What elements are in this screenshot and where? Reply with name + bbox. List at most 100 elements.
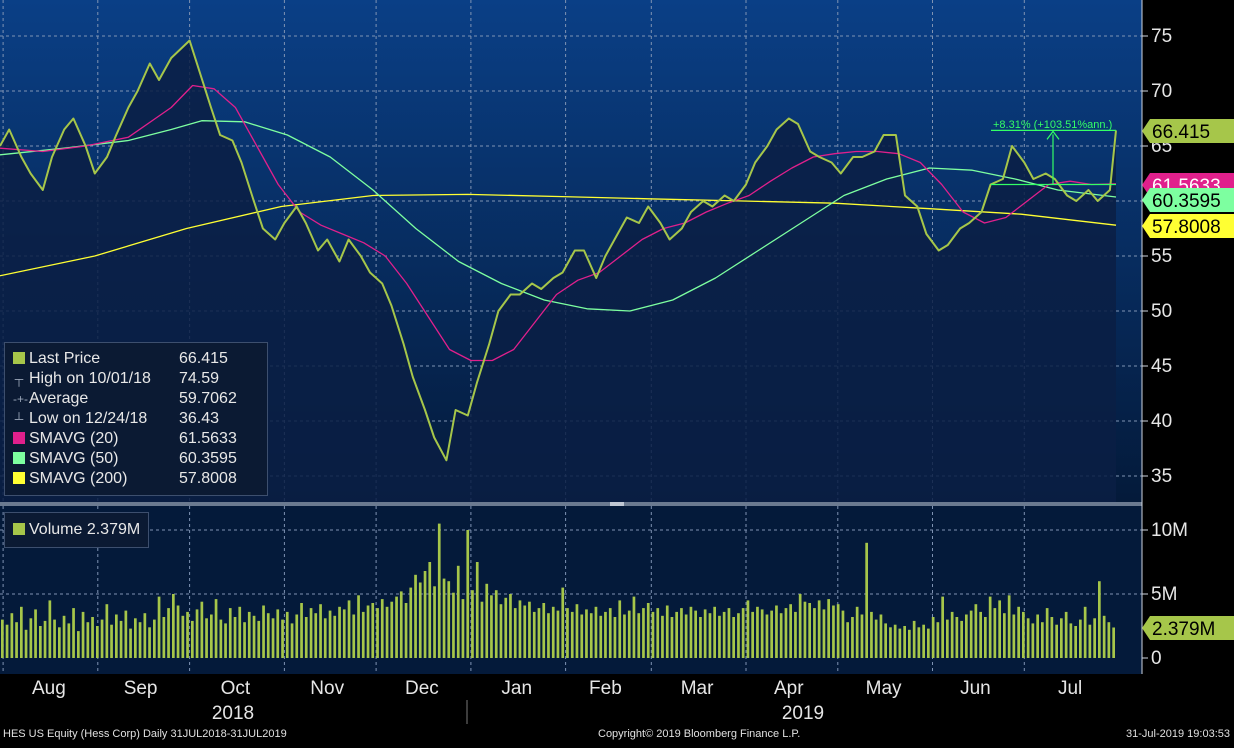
volume-bar [271, 618, 275, 658]
volume-bar [290, 623, 294, 658]
volume-legend: Volume 2.379M [4, 512, 150, 548]
high-marker-icon: ┬ [14, 372, 24, 386]
divider-handle[interactable] [610, 502, 624, 506]
volume-bar [58, 627, 61, 658]
volume-bar [770, 610, 773, 658]
volume-bar [941, 596, 944, 658]
volume-bar [490, 595, 493, 658]
volume-bar [604, 611, 607, 658]
volume-bar [955, 617, 959, 658]
volume-bar [1055, 624, 1058, 658]
volume-bar [347, 600, 351, 658]
volume-bar [661, 615, 664, 658]
volume-bar [385, 606, 389, 658]
volume-bars-layer [1, 523, 1115, 658]
volume-bar [879, 614, 883, 658]
volume-bar [1060, 618, 1063, 658]
volume-bar [708, 613, 712, 658]
x-month-label: Oct [221, 678, 251, 699]
volume-bar [594, 606, 598, 658]
panel-divider[interactable] [0, 502, 1142, 506]
volume-bar [153, 619, 156, 658]
volume-bar [319, 604, 322, 658]
x-month-label: Aug [32, 678, 66, 699]
volume-bar [485, 583, 489, 658]
volume-bar [851, 617, 854, 658]
volume-bar [172, 594, 175, 658]
volume-legend-label: Volume [29, 521, 83, 538]
legend-label: Average [29, 390, 89, 407]
volume-bar [884, 623, 887, 658]
volume-bar [575, 604, 579, 658]
volume-tag [1142, 616, 1234, 640]
volume-bar [300, 603, 303, 658]
volume-bar [870, 611, 873, 658]
volume-bar [836, 604, 840, 658]
volume-bar [276, 609, 280, 658]
volume-bar [252, 615, 256, 658]
x-month-label: Feb [589, 678, 622, 699]
volume-bar [1045, 608, 1049, 658]
volume-bar [737, 613, 740, 658]
volume-bar [608, 608, 612, 658]
volume-bar [24, 629, 28, 658]
volume-bar [580, 614, 584, 658]
price-tag-label: 60.3595 [1152, 191, 1221, 212]
legend-value: 60.3595 [179, 450, 237, 467]
y-tick-label: 40 [1151, 411, 1172, 432]
volume-bar [775, 605, 778, 658]
volume-bar [1036, 614, 1039, 658]
volume-bar [908, 629, 911, 658]
volume-bar [998, 600, 1001, 658]
volume-bar [361, 611, 365, 658]
volume-bar [1093, 618, 1096, 658]
smavg-50-swatch [13, 452, 25, 464]
volume-bar [233, 617, 237, 658]
smavg-20-swatch [13, 432, 25, 444]
volume-bar [1112, 627, 1115, 658]
footer-copyright: Copyright© 2019 Bloomberg Finance L.P. [598, 728, 801, 740]
volume-bar [437, 523, 441, 658]
volume-bar [1064, 611, 1068, 658]
volume-bar [684, 614, 688, 658]
volume-bar [5, 624, 9, 658]
gain-annotation-text: +8.31% (+103.51%ann.) [993, 119, 1112, 131]
volume-bar [1079, 619, 1082, 658]
volume-bar [124, 610, 128, 658]
volume-bar [143, 613, 147, 658]
legend-value: 36.43 [179, 410, 220, 427]
volume-bar [309, 608, 313, 658]
volume-bar [1031, 623, 1035, 658]
volume-bar [827, 599, 830, 658]
volume-bar [43, 620, 47, 658]
volume-bar [176, 605, 180, 658]
volume-bar [637, 613, 641, 658]
volume-bar [409, 587, 413, 658]
volume-bar [646, 603, 650, 658]
volume-bar [333, 615, 337, 658]
volume-bar [195, 609, 199, 658]
volume-bar [756, 606, 759, 658]
volume-bar [675, 611, 678, 658]
volume-y-tick-label: 5M [1151, 584, 1177, 605]
volume-bar [447, 581, 451, 658]
volume-bar [523, 605, 527, 658]
x-month-label: Sep [124, 678, 158, 699]
volume-bar [494, 590, 498, 658]
volume-bar [20, 606, 23, 658]
y-tick-label: 35 [1151, 466, 1172, 487]
volume-tag-label: 2.379M [1152, 619, 1215, 640]
volume-bar [1007, 595, 1011, 658]
volume-bar [1102, 615, 1106, 658]
volume-bar [433, 586, 436, 658]
volume-bar [29, 618, 33, 658]
volume-bar [100, 619, 104, 658]
x-month-label: Nov [310, 678, 344, 699]
legend-row-last-price: Last Price 66.415 [13, 349, 228, 369]
volume-bar [1012, 614, 1016, 658]
volume-bar [551, 606, 555, 658]
volume-bar [722, 611, 726, 658]
volume-bar [138, 622, 142, 658]
volume-bar [53, 619, 56, 658]
volume-bar [338, 606, 341, 658]
